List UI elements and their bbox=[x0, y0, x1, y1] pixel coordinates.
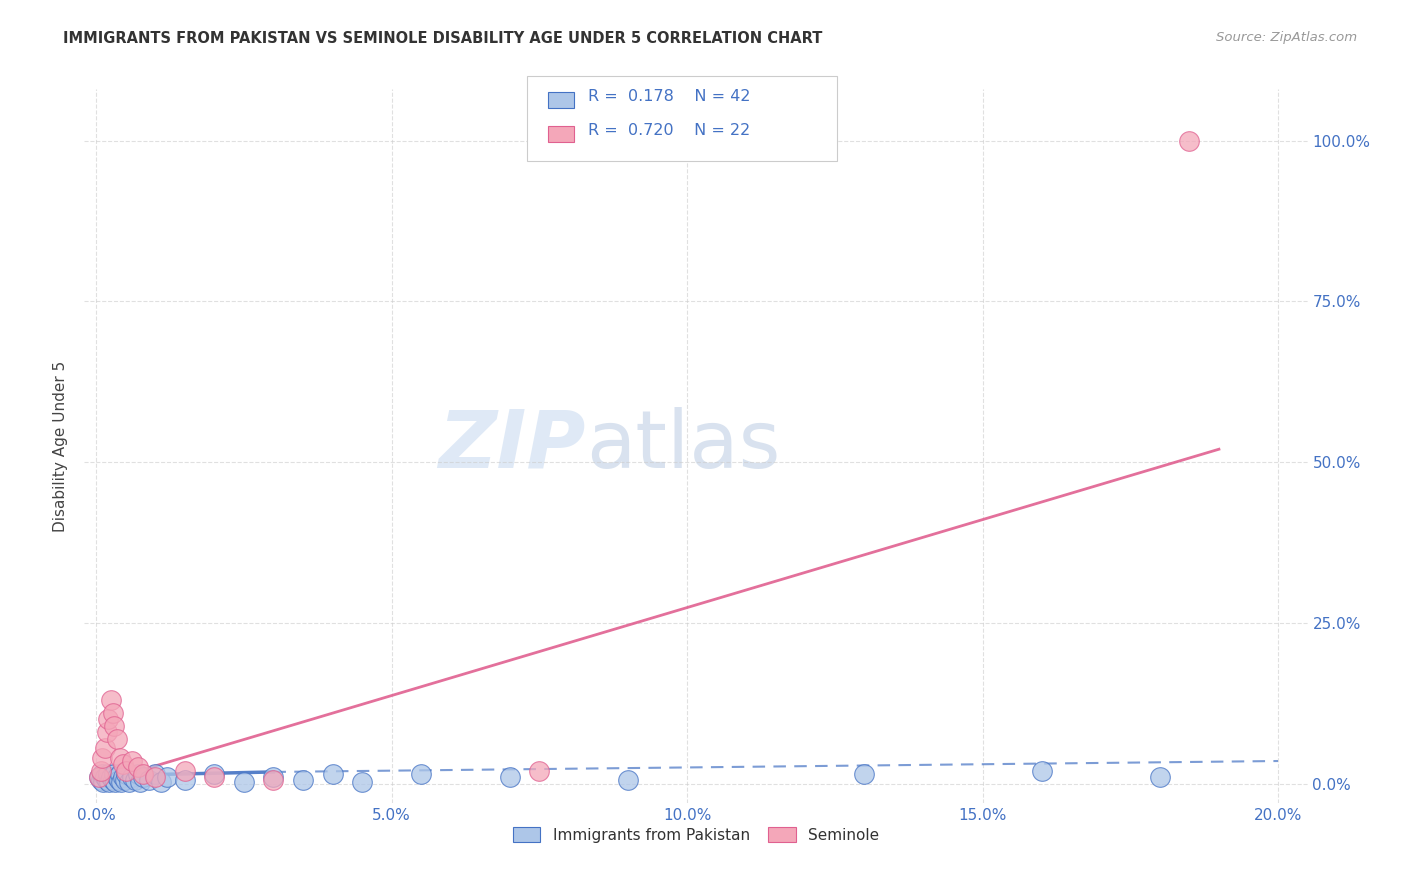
Point bbox=[114, 764, 136, 778]
Point bbox=[1031, 764, 1053, 778]
Point bbox=[108, 751, 131, 765]
Point bbox=[411, 767, 433, 781]
Text: R =  0.178    N = 42: R = 0.178 N = 42 bbox=[588, 89, 751, 103]
Point bbox=[107, 773, 129, 788]
Point bbox=[105, 731, 128, 746]
Point bbox=[499, 770, 522, 784]
Point bbox=[143, 770, 166, 784]
Point bbox=[173, 764, 195, 778]
Point bbox=[108, 767, 131, 781]
Point bbox=[1178, 134, 1201, 148]
Point bbox=[114, 767, 136, 781]
Point bbox=[114, 773, 136, 788]
Point bbox=[98, 775, 121, 789]
Point bbox=[173, 773, 195, 788]
Point bbox=[121, 754, 143, 768]
Point bbox=[100, 693, 122, 707]
Point bbox=[118, 775, 141, 789]
Point bbox=[110, 775, 132, 789]
Point bbox=[90, 773, 112, 788]
Text: atlas: atlas bbox=[586, 407, 780, 485]
Point bbox=[129, 775, 152, 789]
Point bbox=[94, 770, 117, 784]
Text: ZIP: ZIP bbox=[439, 407, 586, 485]
Point bbox=[1149, 770, 1171, 784]
Point bbox=[101, 773, 124, 788]
Point bbox=[143, 767, 166, 781]
Point bbox=[103, 767, 125, 781]
Point bbox=[97, 712, 120, 726]
Point bbox=[853, 767, 876, 781]
Point bbox=[111, 770, 134, 784]
Point bbox=[105, 770, 128, 784]
Point bbox=[121, 770, 143, 784]
Point bbox=[89, 770, 111, 784]
Point bbox=[103, 719, 125, 733]
Point bbox=[100, 770, 122, 784]
Text: R =  0.720    N = 22: R = 0.720 N = 22 bbox=[588, 123, 749, 137]
Point bbox=[132, 767, 155, 781]
Text: IMMIGRANTS FROM PAKISTAN VS SEMINOLE DISABILITY AGE UNDER 5 CORRELATION CHART: IMMIGRANTS FROM PAKISTAN VS SEMINOLE DIS… bbox=[63, 31, 823, 46]
Legend: Immigrants from Pakistan, Seminole: Immigrants from Pakistan, Seminole bbox=[506, 821, 886, 848]
Point bbox=[529, 764, 551, 778]
Point bbox=[262, 770, 284, 784]
Point bbox=[322, 767, 344, 781]
Text: Source: ZipAtlas.com: Source: ZipAtlas.com bbox=[1216, 31, 1357, 45]
Point bbox=[94, 741, 117, 756]
Point bbox=[156, 770, 179, 784]
Point bbox=[104, 775, 127, 789]
Point bbox=[262, 773, 284, 788]
Point bbox=[91, 767, 114, 781]
Point bbox=[352, 775, 374, 789]
Point bbox=[90, 764, 112, 778]
Point bbox=[132, 770, 155, 784]
Point bbox=[97, 767, 120, 781]
Point bbox=[202, 767, 225, 781]
Point bbox=[91, 775, 114, 789]
Point bbox=[617, 773, 640, 788]
Point bbox=[96, 725, 118, 739]
Point bbox=[91, 751, 114, 765]
Point bbox=[232, 775, 254, 789]
Point bbox=[96, 773, 118, 788]
Point bbox=[202, 770, 225, 784]
Point bbox=[127, 760, 149, 774]
Point bbox=[138, 773, 160, 788]
Point bbox=[150, 775, 173, 789]
Point bbox=[101, 706, 124, 720]
Y-axis label: Disability Age Under 5: Disability Age Under 5 bbox=[53, 360, 69, 532]
Point bbox=[124, 773, 146, 788]
Point bbox=[111, 757, 134, 772]
Point bbox=[292, 773, 315, 788]
Point bbox=[89, 770, 111, 784]
Point bbox=[127, 767, 149, 781]
